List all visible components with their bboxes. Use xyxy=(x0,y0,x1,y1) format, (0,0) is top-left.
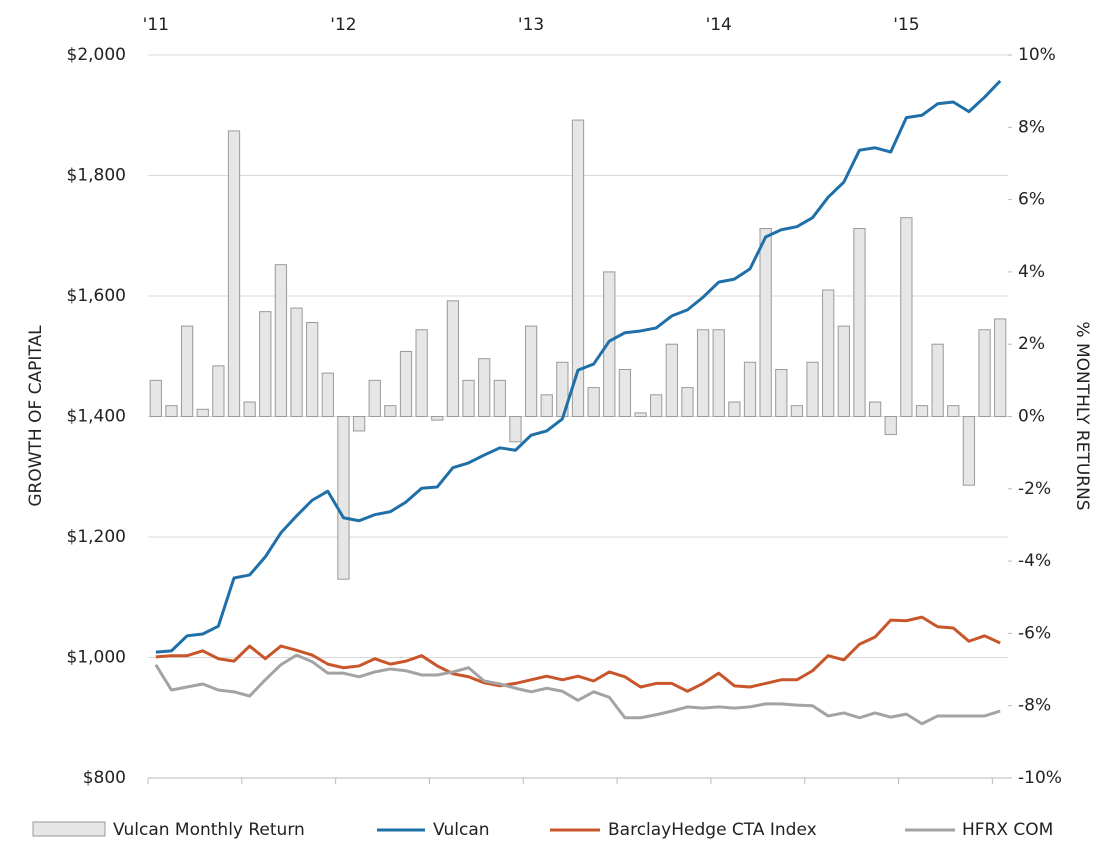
bar xyxy=(306,322,319,418)
bar xyxy=(571,119,585,417)
legend: Vulcan Monthly Return Vulcan BarclayHedg… xyxy=(32,820,1053,840)
y-tick-label: $1,000 xyxy=(67,648,126,668)
y-tick-label: $1,600 xyxy=(67,286,126,306)
bar xyxy=(759,228,772,417)
y2-tick-label: -2% xyxy=(1018,479,1051,499)
bar xyxy=(853,228,866,417)
bar xyxy=(775,369,788,418)
bar xyxy=(446,300,460,418)
bar xyxy=(790,405,804,417)
line xyxy=(155,615,1001,693)
legend-label: Vulcan Monthly Return xyxy=(113,820,305,840)
y-tick-label: $1,800 xyxy=(67,166,126,186)
bar xyxy=(540,394,553,417)
bar xyxy=(243,401,256,418)
legend-swatch xyxy=(32,821,106,837)
bar xyxy=(321,372,334,417)
bar xyxy=(822,289,835,418)
bar xyxy=(837,325,850,417)
bar xyxy=(696,329,710,417)
bar xyxy=(274,264,288,418)
y-tick-label: $1,200 xyxy=(67,527,126,547)
y2-tick-label: -6% xyxy=(1018,623,1051,643)
legend-label: BarclayHedge CTA Index xyxy=(608,820,817,840)
y2-tick-label: 6% xyxy=(1018,190,1045,210)
bar xyxy=(290,307,303,417)
x-tick-label: '12 xyxy=(330,15,356,35)
bar xyxy=(227,130,241,417)
x-tick-label: '15 xyxy=(893,15,919,35)
bar xyxy=(368,379,381,418)
y2-tick-label: 4% xyxy=(1018,262,1045,282)
y2-tick-label: -4% xyxy=(1018,551,1051,571)
legend-label: Vulcan xyxy=(433,820,490,840)
y2-tick-label: 0% xyxy=(1018,407,1045,427)
y-tick-label: $2,000 xyxy=(67,45,126,65)
bar xyxy=(259,311,272,418)
bar xyxy=(884,416,897,436)
line xyxy=(154,653,1001,726)
y2-tick-label: -8% xyxy=(1018,696,1051,716)
bar xyxy=(743,361,757,417)
bar xyxy=(915,405,929,417)
y2-tick-label: -10% xyxy=(1018,768,1062,788)
bar xyxy=(634,412,647,418)
bar xyxy=(962,416,976,486)
line xyxy=(155,79,1002,654)
bar xyxy=(462,379,475,418)
bar xyxy=(665,343,678,418)
bar xyxy=(868,401,882,418)
bar xyxy=(384,405,397,417)
y2-tick-label: 8% xyxy=(1018,117,1045,137)
bar xyxy=(900,217,913,417)
bar xyxy=(994,318,1007,417)
bar xyxy=(165,405,178,417)
y2-tick-label: 2% xyxy=(1018,334,1045,354)
bar xyxy=(509,416,522,443)
bar xyxy=(978,329,991,417)
legend-label: HFRX COM xyxy=(962,820,1053,840)
bar xyxy=(212,365,225,418)
y2-axis-label: % MONTHLY RETURNS xyxy=(1072,321,1092,510)
bar xyxy=(603,271,616,417)
bar xyxy=(650,394,663,417)
x-tick-label: '13 xyxy=(518,15,544,35)
y2-tick-label: 10% xyxy=(1018,45,1056,65)
y-axis-label: GROWTH OF CAPITAL xyxy=(26,325,46,507)
bar xyxy=(180,325,194,417)
bar xyxy=(493,379,506,418)
bar xyxy=(524,325,538,417)
bar xyxy=(728,401,741,418)
y-tick-label: $800 xyxy=(83,768,126,788)
y-tick-label: $1,400 xyxy=(67,407,126,427)
bar xyxy=(478,358,491,418)
bar xyxy=(587,387,600,417)
bar xyxy=(196,408,209,417)
bar xyxy=(352,416,366,432)
bar xyxy=(149,379,162,418)
bar xyxy=(431,416,444,421)
bar xyxy=(806,361,819,417)
bar xyxy=(931,343,944,418)
bar xyxy=(415,329,428,417)
x-tick-label: '14 xyxy=(706,15,732,35)
x-tick-label: '11 xyxy=(143,15,169,35)
bar xyxy=(712,329,725,417)
bar xyxy=(618,369,632,418)
bar xyxy=(337,416,350,580)
bar xyxy=(681,387,694,417)
bar xyxy=(399,350,413,417)
bar xyxy=(947,405,960,417)
